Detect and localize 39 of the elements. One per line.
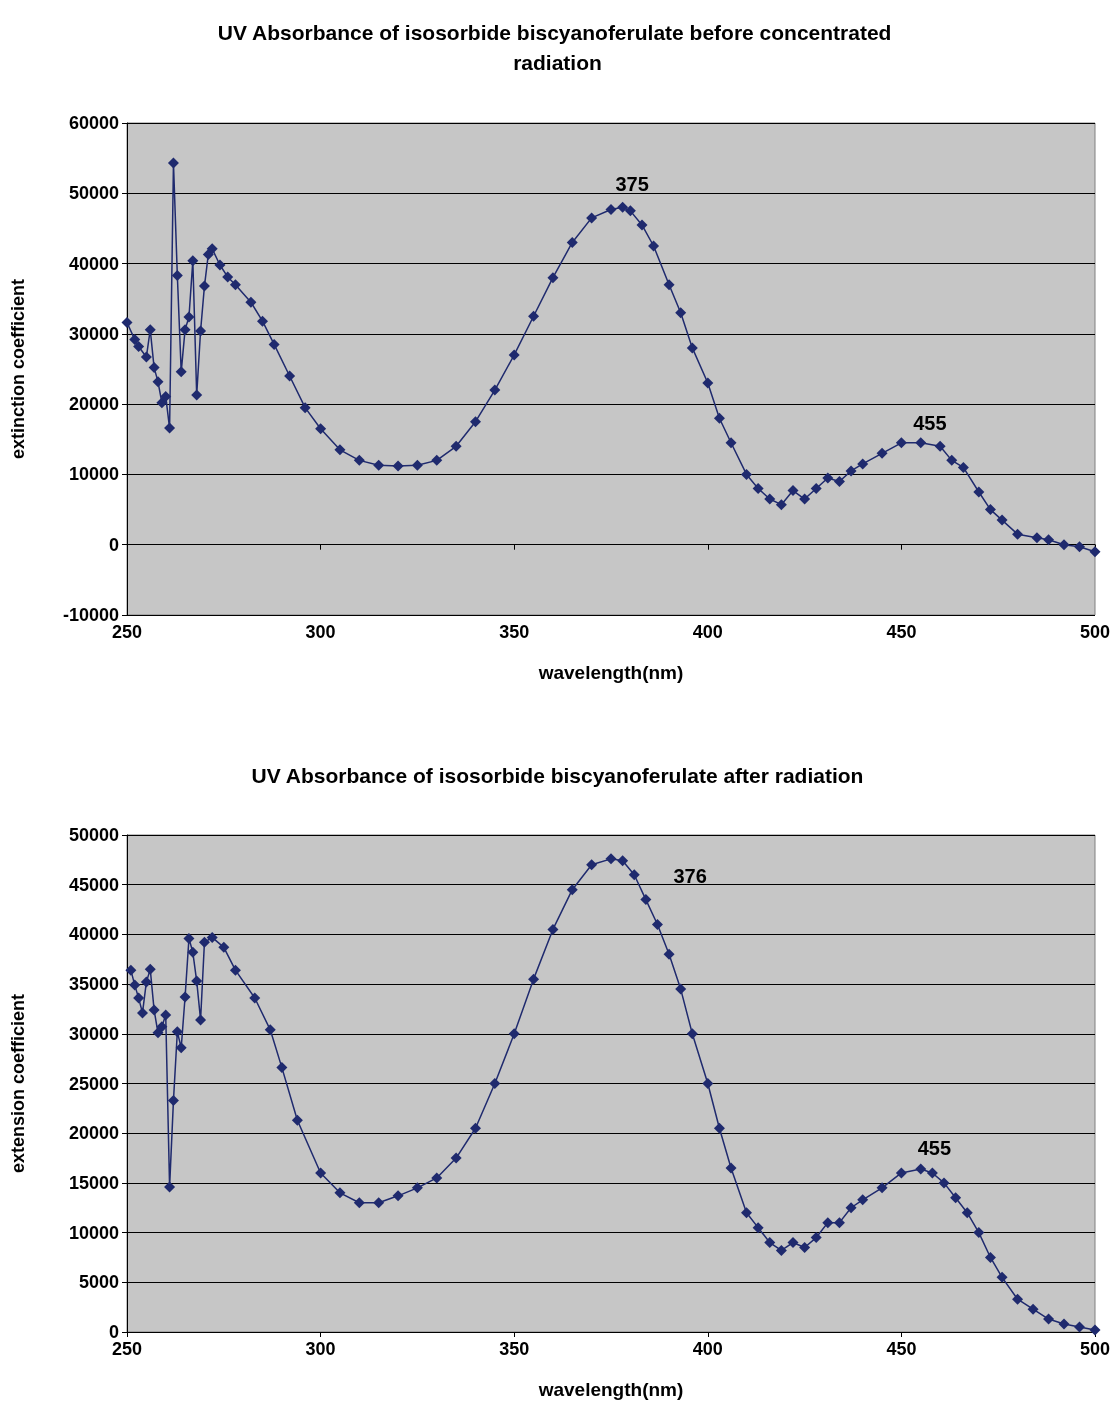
- x-tick-label: 450: [886, 1338, 917, 1359]
- y-tick-label: 50000: [68, 183, 119, 204]
- y-tick-label: 60000: [68, 113, 119, 133]
- x-tick-label: 350: [499, 1338, 530, 1359]
- x-tick-label: 300: [305, 1338, 336, 1359]
- x-tick-label: 400: [692, 622, 723, 642]
- annotation: 376: [673, 865, 707, 888]
- y-axis-title: extinction coefficient: [8, 278, 28, 460]
- y-tick-label: 15000: [68, 1172, 119, 1193]
- y-axis-title: extension coefficient: [8, 993, 28, 1174]
- chart-title: UV Absorbance of isosorbide biscyanoferulate before concentrated radiation: [217, 20, 898, 74]
- y-tick-label: 30000: [68, 1023, 119, 1044]
- y-tick-label: 10000: [68, 1222, 119, 1243]
- y-tick-label: 10000: [68, 464, 119, 485]
- y-tick-label: 25000: [68, 1073, 119, 1094]
- x-tick-label: 250: [111, 622, 143, 642]
- y-tick-label: 50000: [68, 824, 119, 845]
- y-tick-label: 40000: [68, 253, 119, 274]
- x-tick-label: 400: [692, 1338, 723, 1359]
- x-tick-label: 350: [499, 622, 530, 642]
- annotation: 375: [615, 173, 649, 196]
- annotation: 455: [917, 1137, 952, 1160]
- x-tick-label: 500: [1079, 1338, 1111, 1359]
- y-tick-label: 20000: [68, 394, 119, 415]
- x-tick-label: 500: [1079, 622, 1111, 642]
- y-tick-label: 5000: [78, 1272, 119, 1293]
- y-tick-label: -10000: [62, 605, 119, 625]
- y-tick-label: 0: [108, 534, 119, 555]
- y-tick-label: 45000: [68, 874, 119, 895]
- x-tick-label: 450: [886, 622, 917, 642]
- y-tick-label: 30000: [68, 323, 119, 344]
- x-axis-title: wavelength(nm): [537, 1378, 684, 1400]
- y-tick-label: 20000: [68, 1123, 119, 1144]
- y-tick-label: 35000: [68, 974, 119, 995]
- annotation: 455: [913, 412, 947, 434]
- y-tick-label: 40000: [68, 924, 119, 945]
- chart-title: UV Absorbance of isosorbide biscyanoferulate after radiation: [251, 763, 864, 787]
- x-axis-title: wavelength(nm): [537, 662, 684, 683]
- x-tick-label: 300: [305, 622, 336, 642]
